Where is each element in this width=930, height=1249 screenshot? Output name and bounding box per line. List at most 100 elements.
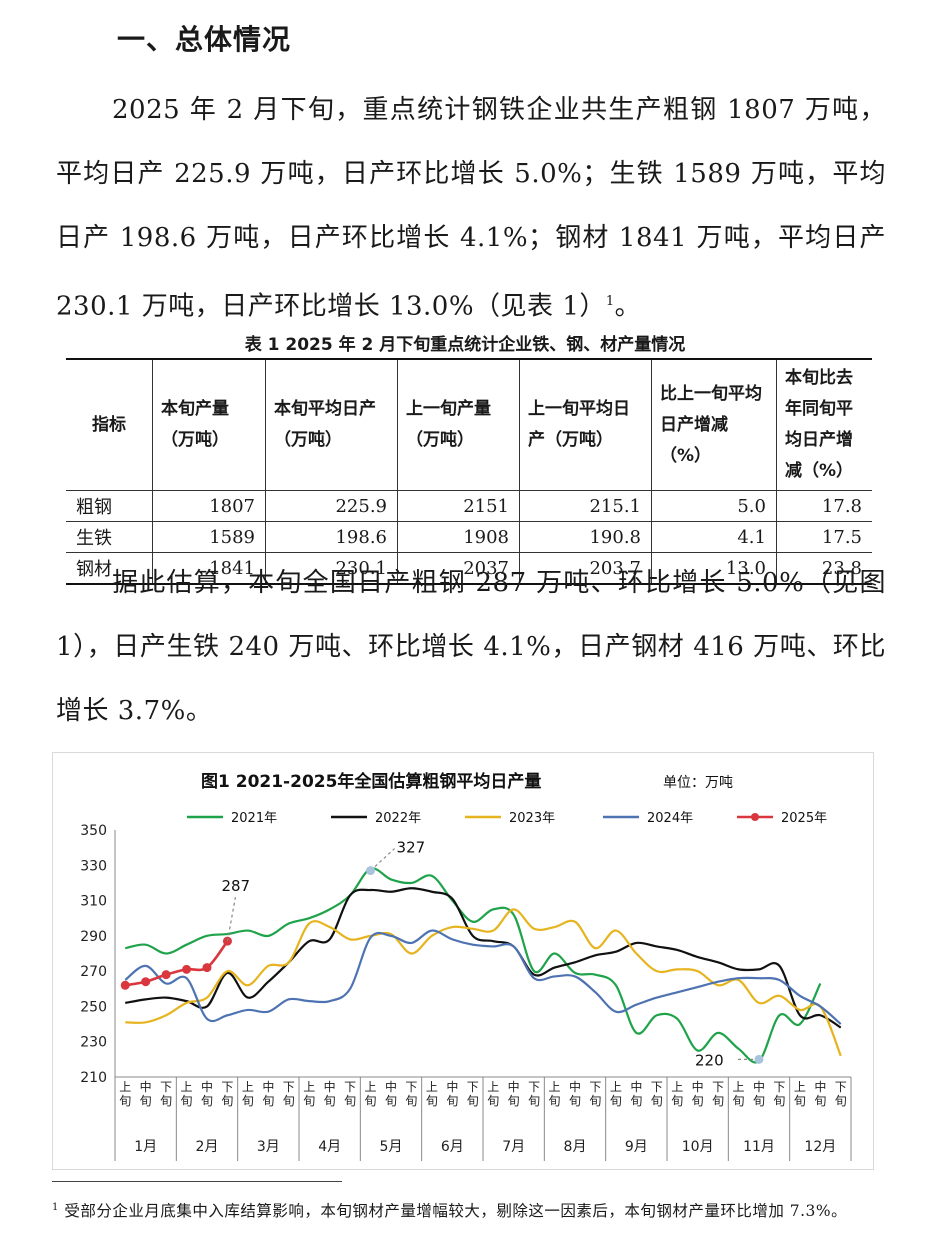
y-tick-label: 310 bbox=[80, 894, 107, 910]
table-cell: 230.1 bbox=[265, 552, 398, 585]
x-tick-label: 下旬 bbox=[712, 1080, 724, 1108]
annotation-label: 287 bbox=[221, 877, 250, 895]
month-label: 2月 bbox=[196, 1139, 219, 1155]
month-label: 11月 bbox=[743, 1139, 775, 1155]
footnote-divider bbox=[52, 1181, 342, 1182]
x-tick-label: 下旬 bbox=[344, 1080, 356, 1108]
footnote: 1 受部分企业月底集中入库结算影响，本旬钢材产量增幅较大，剔除这一因素后，本旬钢… bbox=[52, 1195, 882, 1224]
x-tick-label: 中旬 bbox=[201, 1079, 213, 1108]
x-tick-label: 中旬 bbox=[140, 1079, 152, 1108]
legend-label: 2025年 bbox=[781, 811, 827, 826]
month-label: 5月 bbox=[380, 1139, 403, 1155]
table-cell: 粗钢 bbox=[66, 490, 153, 522]
table-cell: 198.6 bbox=[265, 521, 398, 553]
x-tick-label: 下旬 bbox=[651, 1080, 663, 1108]
table-cell: 4.1 bbox=[651, 521, 777, 553]
data-point bbox=[202, 963, 212, 973]
table-cell: 1908 bbox=[397, 521, 520, 553]
x-tick-label: 中旬 bbox=[324, 1079, 336, 1108]
table-cell: 13.0 bbox=[651, 552, 777, 585]
x-tick-label: 上旬 bbox=[303, 1080, 315, 1108]
x-tick-label: 上旬 bbox=[549, 1080, 561, 1108]
footnote-mark: 1 bbox=[52, 1202, 59, 1213]
chart-container: 图1 2021-2025年全国估算粗钢平均日产量 单位：万吨 2021年 2022年 2… bbox=[52, 752, 874, 1170]
table-row: 粗钢 1807 225.9 2151 215.1 5.0 17.8 bbox=[66, 490, 872, 522]
annotation-point bbox=[366, 866, 376, 876]
series-line-2021 bbox=[124, 867, 822, 1064]
legend-marker bbox=[751, 813, 759, 821]
x-tick-label: 中旬 bbox=[508, 1079, 520, 1108]
legend-label: 2022年 bbox=[375, 811, 421, 826]
annotation-leader bbox=[226, 897, 237, 942]
x-tick-label: 上旬 bbox=[610, 1080, 622, 1108]
footnote-ref[interactable]: 1 bbox=[605, 294, 615, 309]
table-cell: 2037 bbox=[397, 552, 520, 585]
month-label: 7月 bbox=[502, 1139, 525, 1155]
x-tick-label: 下旬 bbox=[467, 1080, 479, 1108]
table-cell: 23.8 bbox=[776, 552, 872, 585]
table-cell: 2151 bbox=[397, 490, 520, 522]
y-tick-label: 210 bbox=[80, 1070, 107, 1086]
table-cell: 215.1 bbox=[519, 490, 652, 522]
legend-label: 2024年 bbox=[647, 811, 693, 826]
series-line-2022 bbox=[125, 887, 842, 1029]
data-point bbox=[141, 977, 151, 987]
summary-end: 。 bbox=[614, 291, 642, 322]
x-tick-label: 中旬 bbox=[814, 1079, 826, 1108]
table-cell: 1841 bbox=[152, 552, 266, 585]
table-cell: 225.9 bbox=[265, 490, 398, 522]
data-point bbox=[120, 980, 130, 990]
table-header-cell: 本旬平均日产（万吨） bbox=[265, 359, 398, 491]
summary-paragraph: 2025 年 2 月下旬，重点统计钢铁企业共生产粗钢 1807 万吨，平均日产 … bbox=[56, 78, 886, 339]
crude-steel-daily-output-chart: 图1 2021-2025年全国估算粗钢平均日产量 单位：万吨 2021年 2022年 2… bbox=[80, 771, 852, 1161]
table-cell: 生铁 bbox=[66, 521, 153, 553]
table-header-cell: 上一旬产量（万吨） bbox=[397, 359, 520, 491]
month-label: 6月 bbox=[441, 1139, 464, 1155]
x-tick-label: 中旬 bbox=[630, 1079, 642, 1108]
x-tick-label: 下旬 bbox=[773, 1080, 785, 1108]
table-header-cell: 本旬产量（万吨） bbox=[152, 359, 266, 491]
table-cell: 5.0 bbox=[651, 490, 777, 522]
y-tick-label: 350 bbox=[80, 823, 107, 839]
month-label: 4月 bbox=[318, 1139, 341, 1155]
x-tick-label: 下旬 bbox=[160, 1080, 172, 1108]
x-tick-label: 上旬 bbox=[794, 1080, 806, 1108]
series-line-2023 bbox=[125, 908, 842, 1057]
month-label: 1月 bbox=[134, 1139, 157, 1155]
table-header-cell: 上一旬平均日产（万吨） bbox=[519, 359, 652, 491]
annotation-label: 327 bbox=[397, 839, 426, 857]
footnote-text: 受部分企业月底集中入库结算影响，本旬钢材产量增幅较大，剔除这一因素后，本旬钢材产… bbox=[64, 1202, 848, 1221]
x-tick-label: 下旬 bbox=[283, 1080, 295, 1108]
month-label: 12月 bbox=[804, 1139, 836, 1155]
month-label: 8月 bbox=[564, 1139, 587, 1155]
x-tick-label: 下旬 bbox=[835, 1080, 847, 1108]
x-tick-label: 中旬 bbox=[692, 1079, 704, 1108]
table-caption: 表 1 2025 年 2 月下旬重点统计企业铁、钢、材产量情况 bbox=[244, 335, 686, 355]
x-tick-label: 上旬 bbox=[733, 1080, 745, 1108]
x-tick-label: 上旬 bbox=[426, 1080, 438, 1108]
legend-label: 2023年 bbox=[509, 811, 555, 826]
x-tick-label: 上旬 bbox=[487, 1080, 499, 1108]
y-tick-label: 250 bbox=[80, 999, 107, 1015]
x-tick-label: 上旬 bbox=[119, 1080, 131, 1108]
table-header-cell: 指标 bbox=[66, 359, 153, 491]
table-header-row: 指标 本旬产量（万吨） 本旬平均日产（万吨） 上一旬产量（万吨） 上一旬平均日产… bbox=[66, 359, 872, 491]
x-tick-label: 中旬 bbox=[262, 1079, 274, 1108]
production-table: 指标 本旬产量（万吨） 本旬平均日产（万吨） 上一旬产量（万吨） 上一旬平均日产… bbox=[66, 358, 872, 585]
chart-unit: 单位：万吨 bbox=[663, 775, 733, 791]
table-cell: 钢材 bbox=[66, 552, 153, 585]
table-cell: 203.7 bbox=[519, 552, 652, 585]
x-tick-label: 中旬 bbox=[753, 1079, 765, 1108]
x-tick-label: 上旬 bbox=[242, 1080, 254, 1108]
month-label: 3月 bbox=[257, 1139, 280, 1155]
x-tick-label: 上旬 bbox=[671, 1080, 683, 1108]
x-tick-label: 下旬 bbox=[405, 1080, 417, 1108]
summary-text: 2025 年 2 月下旬，重点统计钢铁企业共生产粗钢 1807 万吨，平均日产 … bbox=[56, 95, 886, 322]
table-cell: 190.8 bbox=[519, 521, 652, 553]
table-cell: 1589 bbox=[152, 521, 266, 553]
estimate-paragraph: 据此估算，本旬全国日产粗钢 287 万吨、环比增长 5.0%（见图 1），日产生… bbox=[56, 568, 886, 726]
section-heading: 一、总体情况 bbox=[117, 23, 292, 56]
x-tick-label: 中旬 bbox=[385, 1079, 397, 1108]
series-line-2024 bbox=[124, 929, 842, 1025]
data-point bbox=[161, 970, 171, 980]
